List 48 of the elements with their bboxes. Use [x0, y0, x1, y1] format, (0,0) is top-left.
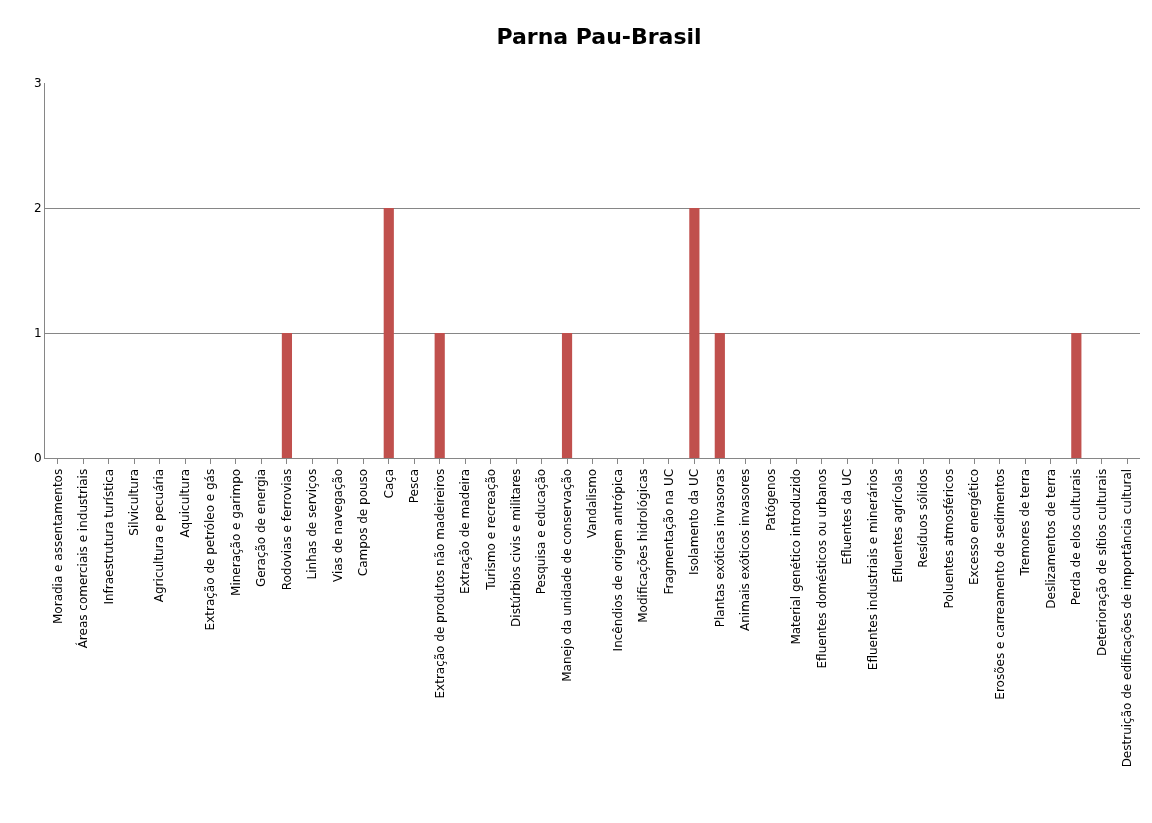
x-tick-label: Pesquisa e educação: [534, 468, 549, 595]
x-tick-label: Plantas exóticas invasoras: [712, 468, 727, 628]
y-tick-label: 1: [33, 326, 42, 341]
x-tick-label: Vandalismo: [585, 468, 600, 538]
x-tick-label: Animais exóticos invasores: [738, 468, 753, 631]
x-tick-label: Rodovias e ferrovias: [279, 468, 294, 591]
x-tick-label: Efluentes domésticos ou urbanos: [814, 468, 829, 669]
x-tick-label: Efluentes agrícolas: [890, 468, 905, 583]
x-tick-label: Deslizamentos de terra: [1043, 468, 1058, 609]
y-tick-label: 3: [33, 76, 42, 91]
x-tick-label: Erosões e carreamento de sedimentos: [992, 468, 1007, 700]
x-tick-label: Deterioração de sítios culturais: [1094, 468, 1109, 657]
x-tick-label: Incêndios de origem antrópica: [610, 468, 625, 652]
x-tick-label: Aquicultura: [177, 468, 192, 538]
x-tick-label: Patógenos: [763, 468, 778, 532]
x-tick-label: Perda de elos culturais: [1069, 468, 1084, 606]
y-tick-label: 0: [33, 451, 42, 466]
x-tick-label: Isolamento da UC: [687, 468, 702, 576]
x-tick-label: Modificações hidrológicas: [636, 468, 651, 623]
x-tick-label: Agricultura e pecuária: [152, 468, 167, 603]
x-tick-label: Silvicultura: [127, 468, 142, 536]
x-tick-label: Pesca: [407, 468, 422, 504]
x-tick-label: Resíduos sólidos: [916, 468, 931, 568]
x-tick-label: Material genético introduzido: [789, 468, 804, 645]
x-tick-label: Extração de petróleo e gás: [203, 468, 218, 631]
x-tick-label: Geração de energia: [254, 468, 269, 588]
x-tick-label: Poluentes atmosféricos: [941, 468, 956, 609]
chart-title: Parna Pau-Brasil: [496, 24, 702, 50]
x-tick-label: Mineração e garimpo: [228, 468, 243, 596]
x-tick-label: Campos de pouso: [356, 468, 371, 577]
x-tick-label: Destruição de edificações de importância cultural: [1120, 468, 1135, 768]
x-tick-label: Extração de madeira: [458, 468, 473, 595]
x-tick-label: Efluentes da UC: [840, 468, 855, 565]
x-tick-label: Fragmentação na UC: [661, 468, 676, 595]
x-tick-label: Distúrbios civis e militares: [509, 468, 523, 627]
x-tick-label: Moradia e assentamentos: [50, 468, 65, 624]
x-tick-label: Caça: [381, 468, 396, 499]
x-tick-label: Efluentes industriais e minerários: [865, 468, 880, 671]
x-tick-label: Tremores de terra: [1018, 468, 1033, 577]
x-tick-label: Áreas comerciais e industriais: [75, 468, 91, 649]
x-tick-label: Manejo da unidade de conservação: [559, 468, 574, 682]
x-tick-label: Infraestrutura turística: [101, 468, 116, 605]
x-tick-label: Turismo e recreação: [483, 468, 498, 591]
x-tick-label: Vias de navegação: [330, 468, 345, 583]
y-tick-label: 2: [33, 201, 42, 216]
x-tick-label: Extração de produtos não madeireiros: [432, 468, 447, 699]
x-tick-label: Linhas de serviços: [305, 468, 320, 580]
x-tick-label: Excesso energético: [967, 468, 982, 585]
